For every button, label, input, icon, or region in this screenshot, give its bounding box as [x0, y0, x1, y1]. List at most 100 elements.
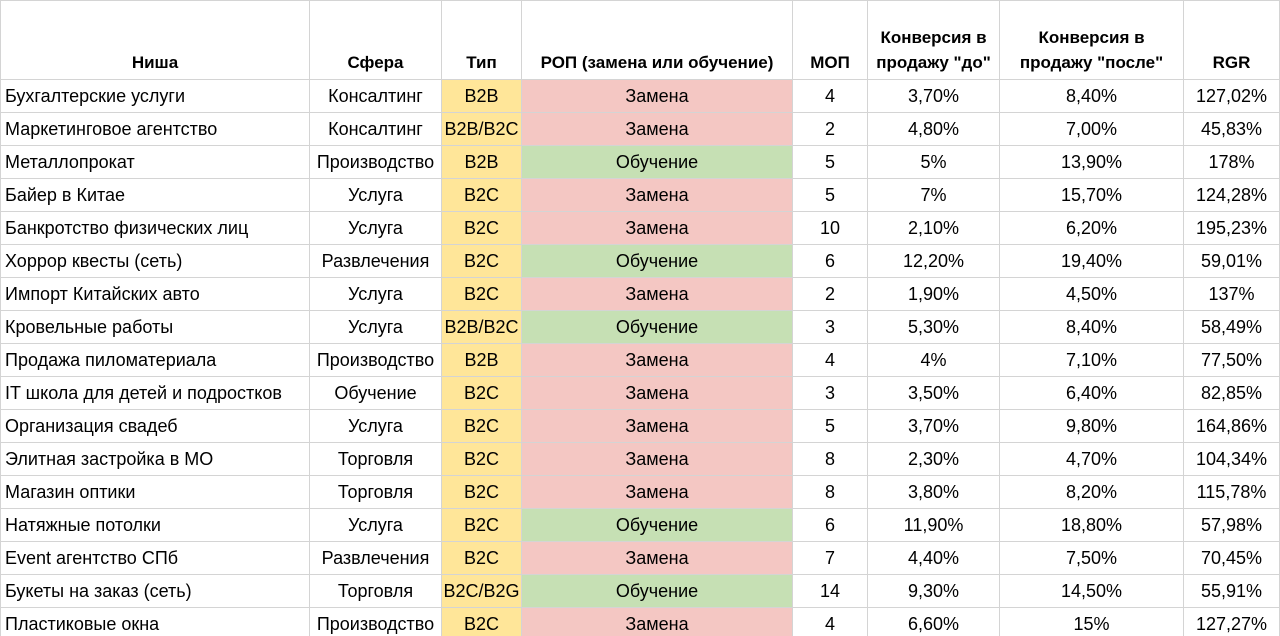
cell-rgr[interactable]: 55,91%	[1183, 574, 1280, 608]
cell-conv-after[interactable]: 7,00%	[999, 112, 1184, 146]
cell-rop[interactable]: Замена	[521, 211, 793, 245]
cell-rgr[interactable]: 104,34%	[1183, 442, 1280, 476]
cell-type[interactable]: B2C	[441, 409, 522, 443]
cell-rop[interactable]: Замена	[521, 442, 793, 476]
cell-conv-before[interactable]: 2,30%	[867, 442, 1000, 476]
cell-sphere[interactable]: Услуга	[309, 178, 442, 212]
cell-conv-after[interactable]: 8,40%	[999, 79, 1184, 113]
cell-sphere[interactable]: Развлечения	[309, 244, 442, 278]
cell-rgr[interactable]: 164,86%	[1183, 409, 1280, 443]
cell-conv-after[interactable]: 8,20%	[999, 475, 1184, 509]
cell-conv-after[interactable]: 7,10%	[999, 343, 1184, 377]
cell-sphere[interactable]: Торговля	[309, 442, 442, 476]
cell-rop[interactable]: Замена	[521, 79, 793, 113]
cell-mop[interactable]: 8	[792, 442, 868, 476]
cell-mop[interactable]: 14	[792, 574, 868, 608]
cell-conv-before[interactable]: 3,70%	[867, 79, 1000, 113]
cell-conv-before[interactable]: 5%	[867, 145, 1000, 179]
cell-sphere[interactable]: Торговля	[309, 475, 442, 509]
cell-sphere[interactable]: Услуга	[309, 277, 442, 311]
header-rop[interactable]: РОП (замена или обучение)	[521, 0, 793, 80]
cell-type[interactable]: B2C	[441, 475, 522, 509]
cell-mop[interactable]: 10	[792, 211, 868, 245]
header-conv-before[interactable]: Конверсия в продажу "до"	[867, 0, 1000, 80]
header-rgr[interactable]: RGR	[1183, 0, 1280, 80]
cell-rgr[interactable]: 124,28%	[1183, 178, 1280, 212]
cell-sphere[interactable]: Торговля	[309, 574, 442, 608]
cell-rop[interactable]: Замена	[521, 343, 793, 377]
cell-niche[interactable]: Хоррор квесты (сеть)	[0, 244, 310, 278]
cell-conv-after[interactable]: 6,40%	[999, 376, 1184, 410]
cell-niche[interactable]: Элитная застройка в МО	[0, 442, 310, 476]
cell-sphere[interactable]: Консалтинг	[309, 79, 442, 113]
cell-type[interactable]: B2C	[441, 607, 522, 636]
cell-rop[interactable]: Обучение	[521, 145, 793, 179]
cell-type[interactable]: B2C	[441, 541, 522, 575]
cell-rgr[interactable]: 58,49%	[1183, 310, 1280, 344]
cell-rgr[interactable]: 127,02%	[1183, 79, 1280, 113]
cell-rop[interactable]: Замена	[521, 409, 793, 443]
cell-conv-after[interactable]: 15,70%	[999, 178, 1184, 212]
cell-type[interactable]: B2C	[441, 178, 522, 212]
cell-conv-before[interactable]: 5,30%	[867, 310, 1000, 344]
cell-type[interactable]: B2C	[441, 508, 522, 542]
cell-type[interactable]: B2C	[441, 376, 522, 410]
header-sphere[interactable]: Сфера	[309, 0, 442, 80]
cell-niche[interactable]: IT школа для детей и подростков	[0, 376, 310, 410]
cell-conv-before[interactable]: 9,30%	[867, 574, 1000, 608]
cell-niche[interactable]: Кровельные работы	[0, 310, 310, 344]
cell-conv-before[interactable]: 4,40%	[867, 541, 1000, 575]
cell-rop[interactable]: Замена	[521, 475, 793, 509]
cell-rop[interactable]: Обучение	[521, 310, 793, 344]
cell-sphere[interactable]: Производство	[309, 145, 442, 179]
cell-rgr[interactable]: 59,01%	[1183, 244, 1280, 278]
header-conv-after[interactable]: Конверсия в продажу "после"	[999, 0, 1184, 80]
cell-rgr[interactable]: 115,78%	[1183, 475, 1280, 509]
cell-conv-before[interactable]: 12,20%	[867, 244, 1000, 278]
cell-conv-after[interactable]: 18,80%	[999, 508, 1184, 542]
cell-sphere[interactable]: Консалтинг	[309, 112, 442, 146]
cell-conv-before[interactable]: 2,10%	[867, 211, 1000, 245]
cell-sphere[interactable]: Услуга	[309, 310, 442, 344]
cell-type[interactable]: B2C	[441, 277, 522, 311]
cell-rop[interactable]: Замена	[521, 607, 793, 636]
cell-niche[interactable]: Банкротство физических лиц	[0, 211, 310, 245]
cell-rgr[interactable]: 195,23%	[1183, 211, 1280, 245]
cell-mop[interactable]: 3	[792, 310, 868, 344]
cell-sphere[interactable]: Услуга	[309, 409, 442, 443]
cell-sphere[interactable]: Обучение	[309, 376, 442, 410]
cell-conv-before[interactable]: 3,70%	[867, 409, 1000, 443]
cell-sphere[interactable]: Производство	[309, 607, 442, 636]
cell-mop[interactable]: 7	[792, 541, 868, 575]
cell-niche[interactable]: Магазин оптики	[0, 475, 310, 509]
cell-conv-before[interactable]: 3,80%	[867, 475, 1000, 509]
cell-mop[interactable]: 6	[792, 244, 868, 278]
cell-niche[interactable]: Импорт Китайских авто	[0, 277, 310, 311]
cell-rgr[interactable]: 178%	[1183, 145, 1280, 179]
cell-mop[interactable]: 3	[792, 376, 868, 410]
cell-niche[interactable]: Байер в Китае	[0, 178, 310, 212]
cell-mop[interactable]: 8	[792, 475, 868, 509]
cell-rgr[interactable]: 70,45%	[1183, 541, 1280, 575]
cell-rop[interactable]: Замена	[521, 178, 793, 212]
cell-mop[interactable]: 2	[792, 277, 868, 311]
cell-conv-before[interactable]: 7%	[867, 178, 1000, 212]
cell-sphere[interactable]: Производство	[309, 343, 442, 377]
cell-rgr[interactable]: 137%	[1183, 277, 1280, 311]
cell-mop[interactable]: 4	[792, 607, 868, 636]
cell-conv-after[interactable]: 4,50%	[999, 277, 1184, 311]
cell-conv-after[interactable]: 8,40%	[999, 310, 1184, 344]
cell-type[interactable]: B2B	[441, 343, 522, 377]
cell-niche[interactable]: Пластиковые окна	[0, 607, 310, 636]
cell-sphere[interactable]: Услуга	[309, 211, 442, 245]
cell-niche[interactable]: Букеты на заказ (сеть)	[0, 574, 310, 608]
cell-mop[interactable]: 4	[792, 343, 868, 377]
cell-rgr[interactable]: 82,85%	[1183, 376, 1280, 410]
cell-conv-before[interactable]: 4%	[867, 343, 1000, 377]
cell-rop[interactable]: Замена	[521, 112, 793, 146]
cell-mop[interactable]: 5	[792, 409, 868, 443]
cell-niche[interactable]: Организация свадеб	[0, 409, 310, 443]
cell-niche[interactable]: Маркетинговое агентство	[0, 112, 310, 146]
cell-type[interactable]: B2B	[441, 145, 522, 179]
cell-mop[interactable]: 4	[792, 79, 868, 113]
